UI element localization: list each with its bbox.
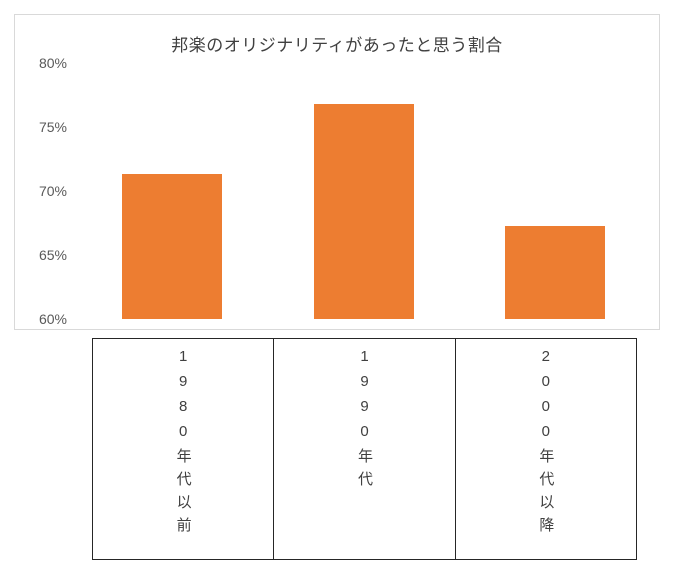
y-axis-tick: 65% — [38, 247, 67, 263]
chart-frame: 邦楽のオリジナリティがあったと思う割合 80% 75% 70% 65% 60% — [14, 14, 660, 330]
category-label: 2000年代以降 — [537, 348, 555, 540]
bar-2000s — [505, 225, 606, 319]
table-cell: 1990年代 — [274, 339, 456, 559]
plot-area: 80% 75% 70% 65% 60% — [39, 55, 651, 327]
category-label: 1980年代以前 — [174, 348, 192, 540]
bar-1990s — [313, 103, 414, 319]
category-table: 1980年代以前 1990年代 2000年代以降 — [92, 338, 637, 560]
bar-slot — [76, 63, 268, 319]
bar-1980s — [121, 174, 222, 319]
y-axis-tick: 60% — [38, 311, 67, 327]
chart-title: 邦楽のオリジナリティがあったと思う割合 — [171, 36, 503, 55]
y-axis-tick: 75% — [38, 119, 67, 135]
table-cell: 1980年代以前 — [93, 339, 275, 559]
bars-container — [76, 63, 651, 319]
y-axis-tick: 80% — [38, 55, 67, 71]
table-cell: 2000年代以降 — [456, 339, 636, 559]
bar-slot — [459, 63, 651, 319]
category-label: 1990年代 — [355, 348, 373, 494]
y-axis-tick: 70% — [38, 183, 67, 199]
bar-slot — [268, 63, 460, 319]
